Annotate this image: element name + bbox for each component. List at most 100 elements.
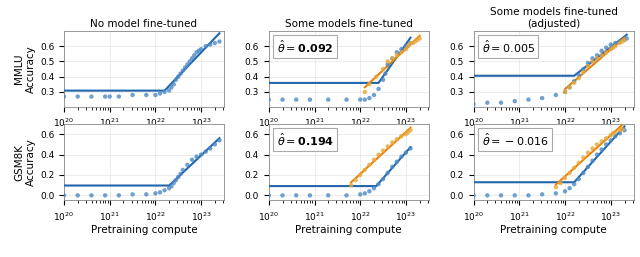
Point bbox=[380, 71, 390, 76]
Point bbox=[560, 189, 570, 193]
Point bbox=[403, 130, 413, 134]
Point bbox=[596, 49, 607, 53]
Point bbox=[605, 47, 616, 51]
Point bbox=[401, 44, 411, 48]
Point bbox=[341, 98, 351, 102]
Point bbox=[178, 69, 188, 73]
Point bbox=[100, 193, 110, 197]
Point bbox=[159, 90, 170, 94]
Point bbox=[369, 158, 379, 162]
Point bbox=[360, 98, 370, 102]
Point bbox=[615, 131, 625, 135]
Point bbox=[537, 96, 547, 100]
Point bbox=[364, 82, 374, 86]
Point bbox=[373, 153, 383, 157]
Point bbox=[588, 59, 598, 63]
Point bbox=[592, 153, 602, 157]
Point bbox=[189, 53, 200, 57]
Point bbox=[150, 93, 161, 97]
Point bbox=[583, 64, 593, 68]
Point bbox=[378, 67, 388, 71]
Point bbox=[601, 136, 611, 140]
Point bbox=[401, 151, 411, 155]
Point bbox=[617, 40, 627, 44]
Point bbox=[573, 161, 584, 165]
Point bbox=[378, 149, 388, 153]
Point bbox=[392, 160, 402, 164]
Point bbox=[341, 193, 351, 197]
Point bbox=[100, 95, 110, 99]
Point bbox=[578, 156, 588, 160]
Point bbox=[560, 90, 570, 94]
Point bbox=[187, 158, 197, 162]
Point bbox=[168, 82, 179, 86]
Point bbox=[592, 56, 602, 60]
Point bbox=[200, 44, 211, 48]
Point bbox=[155, 91, 165, 96]
Point bbox=[164, 186, 174, 190]
Point bbox=[608, 131, 618, 135]
Point bbox=[468, 102, 479, 106]
Point bbox=[173, 175, 184, 179]
Point bbox=[405, 41, 415, 45]
Point bbox=[168, 181, 179, 185]
Point bbox=[373, 182, 383, 186]
Text: $\hat{\theta} = \mathbf{0.092}$: $\hat{\theta} = \mathbf{0.092}$ bbox=[277, 39, 333, 55]
Point bbox=[509, 193, 520, 197]
Point bbox=[127, 192, 138, 196]
Point bbox=[569, 166, 579, 170]
Point bbox=[383, 171, 393, 175]
Point bbox=[620, 128, 630, 132]
Point bbox=[378, 177, 388, 181]
Point bbox=[620, 38, 630, 42]
Text: $\hat{\theta} = 0.005$: $\hat{\theta} = 0.005$ bbox=[482, 39, 535, 55]
Point bbox=[86, 193, 97, 197]
Point bbox=[191, 155, 202, 159]
Point bbox=[171, 178, 181, 182]
Point bbox=[264, 193, 274, 197]
Point bbox=[86, 95, 97, 99]
Point bbox=[387, 140, 397, 144]
Point bbox=[615, 128, 625, 132]
Point bbox=[583, 151, 593, 155]
Point bbox=[210, 41, 220, 45]
Point bbox=[141, 192, 152, 196]
Point bbox=[578, 67, 588, 71]
Point bbox=[569, 182, 579, 186]
Point bbox=[583, 61, 593, 65]
Point bbox=[210, 142, 220, 146]
Point bbox=[601, 142, 611, 146]
Point bbox=[323, 98, 333, 102]
Point bbox=[610, 130, 620, 134]
Point bbox=[615, 40, 625, 44]
Point bbox=[114, 193, 124, 197]
Point bbox=[72, 95, 83, 99]
Point bbox=[155, 190, 165, 194]
X-axis label: Pretraining compute: Pretraining compute bbox=[500, 225, 607, 235]
Point bbox=[159, 188, 170, 192]
Point bbox=[346, 183, 356, 187]
Point bbox=[392, 53, 402, 57]
Point bbox=[360, 168, 370, 172]
Point bbox=[166, 85, 177, 89]
Point bbox=[59, 95, 69, 99]
Point bbox=[360, 90, 370, 94]
Point bbox=[355, 98, 365, 102]
Point bbox=[166, 184, 177, 188]
Point bbox=[605, 43, 616, 47]
Point bbox=[180, 66, 190, 70]
Point bbox=[551, 93, 561, 97]
Point bbox=[560, 90, 570, 94]
Point bbox=[205, 146, 216, 151]
Point bbox=[482, 100, 492, 105]
Point bbox=[605, 133, 616, 137]
Point bbox=[351, 178, 361, 182]
Point bbox=[569, 81, 579, 85]
Point bbox=[214, 138, 225, 142]
Point bbox=[610, 44, 620, 48]
Point bbox=[182, 163, 193, 167]
Point bbox=[592, 142, 602, 146]
Point bbox=[564, 186, 575, 190]
Point bbox=[291, 98, 301, 102]
Point bbox=[194, 49, 204, 53]
